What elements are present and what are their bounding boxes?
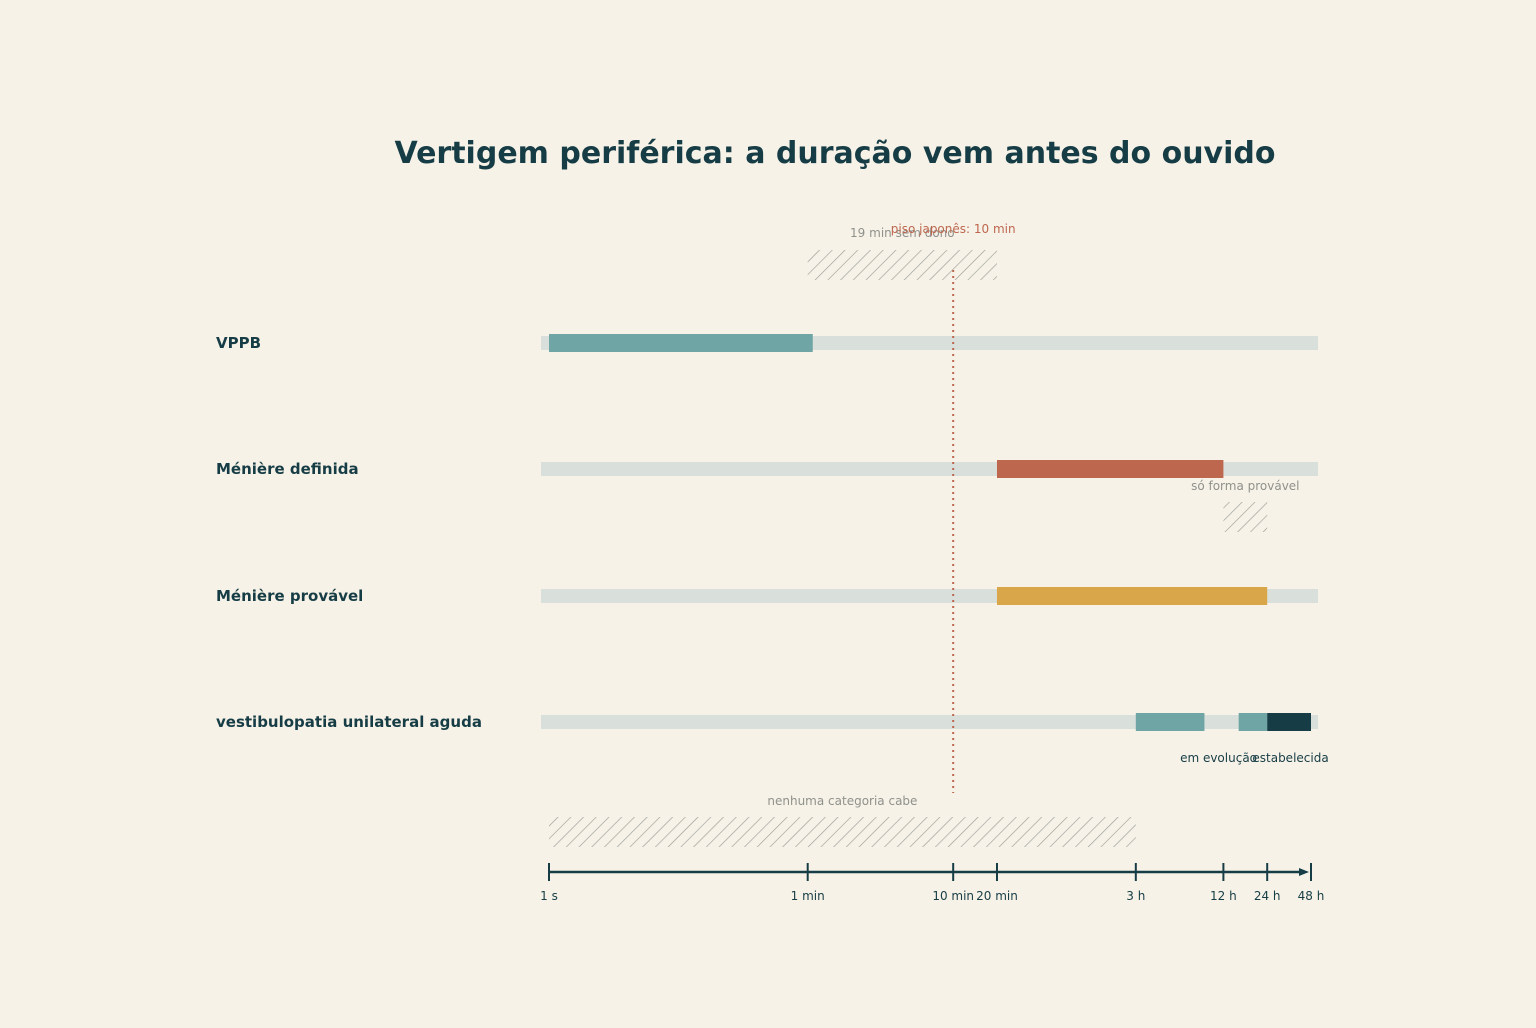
gap-label: 19 min sem dono <box>850 226 955 240</box>
reference-label: piso japonês: 10 min <box>891 222 1016 236</box>
range-bar <box>1238 713 1268 731</box>
x-axis-arrow <box>1299 868 1309 876</box>
x-tick-label: 3 h <box>1126 889 1145 903</box>
row-label: Ménière definida <box>216 460 359 478</box>
range-bar <box>1135 713 1205 731</box>
x-tick-label: 20 min <box>976 889 1018 903</box>
gap-hatch <box>1223 502 1268 532</box>
bar-sublabel: em evolução <box>1180 751 1257 765</box>
x-tick-label: 1 s <box>540 889 558 903</box>
bar-sublabel: estabelecida <box>1252 751 1328 765</box>
range-bar <box>996 587 1268 605</box>
range-bar <box>996 460 1224 478</box>
x-tick-label: 24 h <box>1254 889 1281 903</box>
row-label: VPPB <box>216 334 261 352</box>
chart-title: Vertigem periférica: a duração vem antes… <box>395 136 1276 171</box>
x-tick-label: 10 min <box>932 889 974 903</box>
gap-label: nenhuma categoria cabe <box>767 794 917 808</box>
gap-hatch <box>807 250 997 280</box>
row-label: Ménière provável <box>216 587 363 605</box>
x-tick-label: 1 min <box>791 889 825 903</box>
x-tick-label: 48 h <box>1298 889 1325 903</box>
row-label: vestibulopatia unilateral aguda <box>216 713 482 731</box>
range-bar <box>1267 713 1311 731</box>
gap-label: só forma provável <box>1191 479 1299 493</box>
range-bar <box>549 334 813 352</box>
row-track <box>541 715 1318 729</box>
x-tick-label: 12 h <box>1210 889 1237 903</box>
gap-hatch <box>549 817 1136 847</box>
